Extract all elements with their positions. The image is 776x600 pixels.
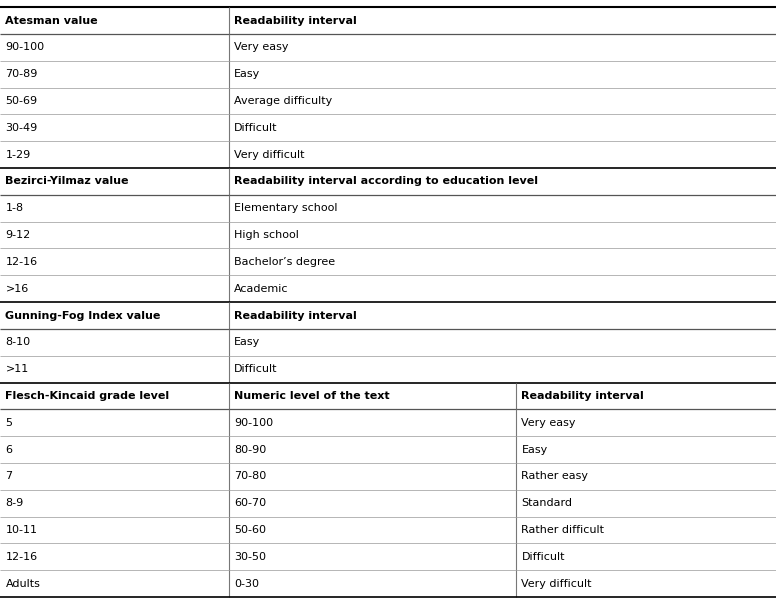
Text: >11: >11 (5, 364, 29, 374)
Text: 90-100: 90-100 (5, 43, 44, 52)
Text: Adults: Adults (5, 578, 40, 589)
Text: Academic: Academic (234, 284, 289, 293)
Text: High school: High school (234, 230, 300, 240)
Text: 90-100: 90-100 (234, 418, 273, 428)
Text: Readability interval according to education level: Readability interval according to educat… (234, 176, 539, 187)
Text: 0-30: 0-30 (234, 578, 259, 589)
Text: 30-50: 30-50 (234, 552, 266, 562)
Text: 8-9: 8-9 (5, 498, 24, 508)
Text: 60-70: 60-70 (234, 498, 266, 508)
Text: Rather easy: Rather easy (521, 472, 588, 481)
Text: Easy: Easy (521, 445, 548, 455)
Text: Standard: Standard (521, 498, 573, 508)
Text: Flesch-Kincaid grade level: Flesch-Kincaid grade level (5, 391, 170, 401)
Text: Bachelor’s degree: Bachelor’s degree (234, 257, 335, 267)
Text: >16: >16 (5, 284, 29, 293)
Text: 10-11: 10-11 (5, 525, 37, 535)
Text: 8-10: 8-10 (5, 337, 30, 347)
Text: 70-89: 70-89 (5, 69, 38, 79)
Text: Very difficult: Very difficult (521, 578, 592, 589)
Text: 80-90: 80-90 (234, 445, 267, 455)
Text: 12-16: 12-16 (5, 257, 37, 267)
Text: Readability interval: Readability interval (234, 311, 357, 320)
Text: Readability interval: Readability interval (521, 391, 644, 401)
Text: 50-69: 50-69 (5, 96, 37, 106)
Text: Easy: Easy (234, 69, 261, 79)
Text: Rather difficult: Rather difficult (521, 525, 605, 535)
Text: Very difficult: Very difficult (234, 149, 305, 160)
Text: 7: 7 (5, 472, 12, 481)
Text: Elementary school: Elementary school (234, 203, 338, 213)
Text: Difficult: Difficult (234, 123, 278, 133)
Text: 70-80: 70-80 (234, 472, 267, 481)
Text: 9-12: 9-12 (5, 230, 31, 240)
Text: 50-60: 50-60 (234, 525, 266, 535)
Text: 5: 5 (5, 418, 12, 428)
Text: Atesman value: Atesman value (5, 16, 98, 26)
Text: 1-29: 1-29 (5, 149, 31, 160)
Text: Bezirci-Yilmaz value: Bezirci-Yilmaz value (5, 176, 129, 187)
Text: 6: 6 (5, 445, 12, 455)
Text: Average difficulty: Average difficulty (234, 96, 333, 106)
Text: Numeric level of the text: Numeric level of the text (234, 391, 390, 401)
Text: 30-49: 30-49 (5, 123, 38, 133)
Text: 1-8: 1-8 (5, 203, 23, 213)
Text: Difficult: Difficult (521, 552, 565, 562)
Text: Difficult: Difficult (234, 364, 278, 374)
Text: Gunning-Fog Index value: Gunning-Fog Index value (5, 311, 161, 320)
Text: Very easy: Very easy (234, 43, 289, 52)
Text: Easy: Easy (234, 337, 261, 347)
Text: Readability interval: Readability interval (234, 16, 357, 26)
Text: 12-16: 12-16 (5, 552, 37, 562)
Text: Very easy: Very easy (521, 418, 576, 428)
